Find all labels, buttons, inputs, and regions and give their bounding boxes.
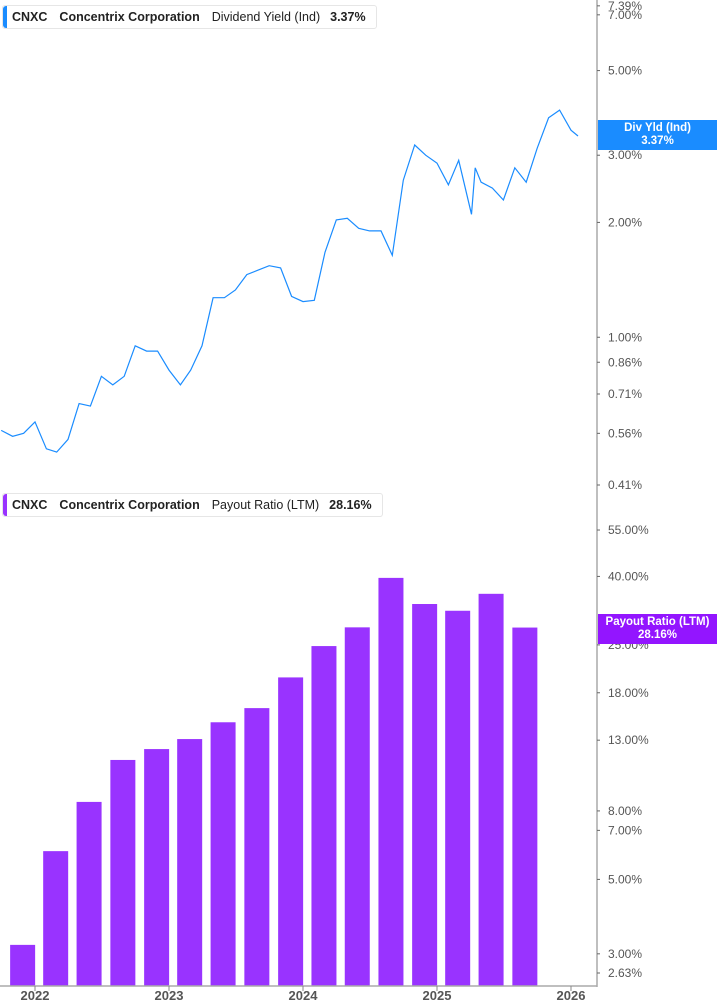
yield-legend-swatch <box>3 6 7 28</box>
payout-legend: CNXC Concentrix Corporation Payout Ratio… <box>2 493 383 517</box>
dividend-yield-line <box>0 109 579 453</box>
y-tick-label: 5.00% <box>608 872 642 886</box>
payout-bar <box>43 851 69 986</box>
tag-value: 3.37% <box>641 135 674 147</box>
tag-value: 28.16% <box>637 629 677 641</box>
y-tick-label: 5.00% <box>608 64 642 78</box>
legend-value: 28.16% <box>329 498 372 512</box>
legend-metric: Dividend Yield (Ind) <box>211 10 321 24</box>
payout-bar <box>512 627 538 986</box>
payout-bar <box>210 722 236 986</box>
y-tick-label: 2.63% <box>608 966 642 980</box>
x-axis: 2022 2023 2024 2025 2026 <box>0 985 597 1003</box>
legend-company: Concentrix Corporation <box>59 10 200 24</box>
yield-legend: CNXC Concentrix Corporation Dividend Yie… <box>2 5 377 29</box>
y-tick-label: 0.56% <box>608 426 642 440</box>
legend-metric: Payout Ratio (LTM) <box>211 498 320 512</box>
payout-bar <box>478 593 504 986</box>
tag-label: Div Yld (Ind) <box>624 122 691 134</box>
payout-ratio-chart: 55.00%40.00%25.00%18.00%13.00%8.00%7.00%… <box>10 490 649 987</box>
payout-bar <box>244 708 270 986</box>
payout-bar <box>278 677 304 986</box>
payout-value-tag: Payout Ratio (LTM) 28.16% <box>598 614 717 644</box>
y-tick-label: 1.00% <box>608 330 642 344</box>
y-tick-label: 7.00% <box>608 8 642 22</box>
y-tick-label: 2.00% <box>608 215 642 229</box>
payout-bar <box>144 749 170 986</box>
yield-value-tag: Div Yld (Ind) 3.37% <box>598 120 717 150</box>
y-tick-label: 0.41% <box>608 478 642 492</box>
payout-bar <box>344 627 370 986</box>
x-tick-label: 2026 <box>557 988 586 1003</box>
x-tick-label: 2025 <box>423 988 452 1003</box>
payout-bar <box>110 759 136 986</box>
y-tick-label: 0.86% <box>608 355 642 369</box>
payout-bar <box>445 610 471 986</box>
x-tick-label: 2022 <box>21 988 50 1003</box>
y-tick-label: 3.00% <box>608 148 642 162</box>
y-tick-label: 3.00% <box>608 947 642 961</box>
y-tick-label: 40.00% <box>608 569 649 583</box>
payout-bar <box>76 801 102 986</box>
y-tick-label: 13.00% <box>608 733 649 747</box>
payout-bar <box>177 739 203 986</box>
x-tick-label: 2024 <box>289 988 319 1003</box>
y-tick-label: 0.71% <box>608 387 642 401</box>
y-tick-label: 7.39% <box>608 0 642 13</box>
payout-bar <box>412 604 438 986</box>
x-tick-label: 2023 <box>155 988 184 1003</box>
payout-legend-swatch <box>3 494 7 516</box>
payout-bar <box>378 577 404 986</box>
legend-company: Concentrix Corporation <box>59 498 200 512</box>
payout-bar <box>311 646 337 986</box>
tag-label: Payout Ratio (LTM) <box>605 616 710 628</box>
y-tick-label: 55.00% <box>608 523 649 537</box>
legend-ticker: CNXC <box>12 498 48 512</box>
legend-ticker: CNXC <box>12 10 48 24</box>
y-tick-label: 7.00% <box>608 823 642 837</box>
dividend-yield-chart: 7.39%7.00% 5.00% 3.00% 2.00% 1.00% 0.86% 0.71%… <box>0 0 642 492</box>
y-tick-label: 18.00% <box>608 686 649 700</box>
payout-bar <box>10 944 36 986</box>
y-tick-label: 8.00% <box>608 804 642 818</box>
legend-value: 3.37% <box>330 10 366 24</box>
